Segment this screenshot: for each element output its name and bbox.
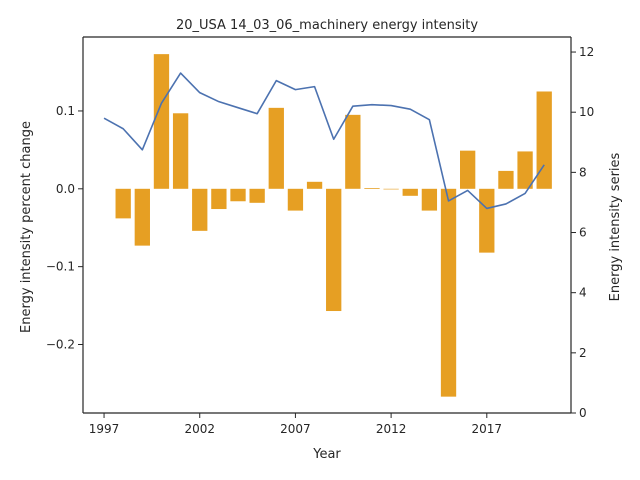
y-left-tick-label-3: 0.1: [56, 104, 75, 118]
bar-2008: [306, 181, 323, 189]
bar-1998: [115, 188, 131, 219]
y-right-tick-label-10: 10: [579, 105, 594, 119]
x-tick-label-2012: 2012: [376, 422, 407, 436]
bar-2005: [249, 188, 265, 203]
y-left-tick-label-2: 0.0: [56, 182, 75, 196]
x-axis-label: Year: [312, 447, 341, 462]
y-left-tick-label-0: −0.2: [46, 337, 75, 351]
bar-2018: [498, 170, 514, 189]
bar-2009: [326, 188, 342, 312]
bar-2002: [192, 188, 208, 231]
y-right-tick-label-6: 6: [579, 226, 587, 240]
y-right-axis-label: Energy intensity series: [608, 152, 623, 301]
line-group: [103, 72, 545, 210]
y-right-tick-label-12: 12: [579, 45, 594, 59]
bar-1999: [134, 188, 150, 246]
bar-2020: [536, 91, 552, 189]
axes-group: 1997 2002 2007 2012 2017 −0.2 −0.1 0.0 0.1 0 2 4 6 8 1…: [46, 36, 594, 436]
bar-2001: [172, 113, 189, 189]
bar-2014: [421, 188, 438, 211]
chart-title: 20_USA 14_03_06_machinery energy intensi…: [176, 18, 478, 33]
bar-2015: [440, 188, 457, 397]
bar-2004: [230, 188, 246, 202]
series-line: [103, 72, 545, 210]
bar-2000: [153, 54, 170, 189]
y-left-axis-label: Energy intensity percent change: [19, 121, 34, 333]
bars-group: [115, 54, 552, 397]
y-right-tick-label-8: 8: [579, 165, 587, 179]
bar-2019: [517, 151, 533, 189]
y-right-tick-label-0: 0: [579, 406, 587, 420]
y-right-tick-label-4: 4: [579, 286, 587, 300]
y-right-tick-label-2: 2: [579, 346, 587, 360]
bar-2010: [345, 114, 361, 189]
bar-2003: [211, 188, 227, 210]
x-tick-label-2002: 2002: [184, 422, 215, 436]
bar-2011: [364, 188, 380, 189]
y-left-tick-label-1: −0.1: [46, 260, 75, 274]
bar-2013: [402, 188, 418, 196]
x-tick-label-1997: 1997: [89, 422, 120, 436]
x-tick-label-2007: 2007: [280, 422, 311, 436]
x-tick-label-2017: 2017: [472, 422, 503, 436]
bar-2006: [268, 107, 284, 189]
bar-2012: [383, 188, 399, 190]
bar-2007: [287, 188, 304, 211]
bar-2017: [479, 188, 495, 253]
bar-2016: [460, 150, 476, 189]
